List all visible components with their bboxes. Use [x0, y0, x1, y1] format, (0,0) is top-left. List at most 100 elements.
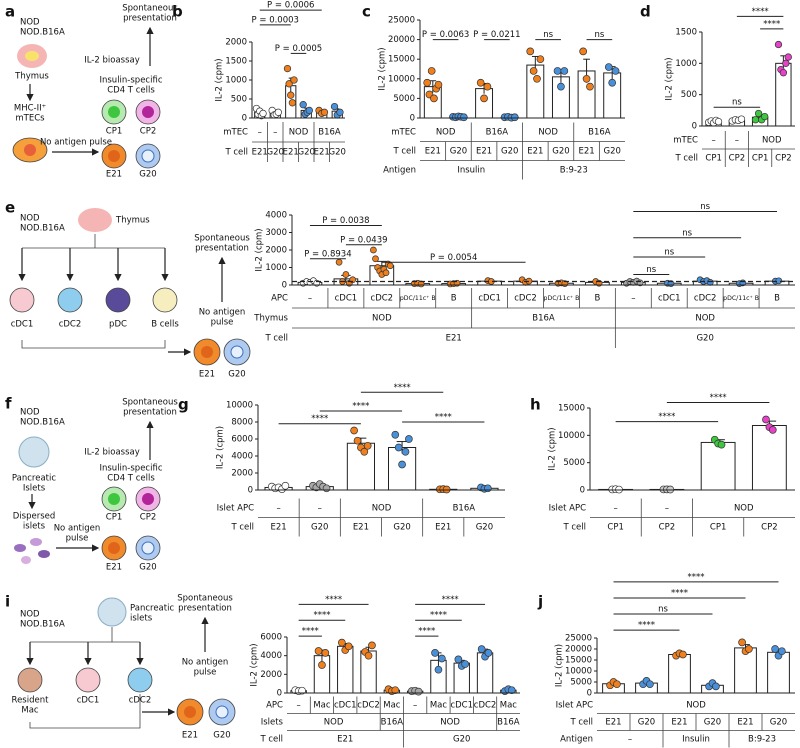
- row-value: B16A: [588, 128, 611, 138]
- row-value: G20: [603, 147, 620, 157]
- y-axis-label: IL-2 (cpm): [378, 47, 388, 90]
- row-label: APC: [266, 701, 283, 711]
- data-point: [779, 69, 788, 77]
- schematic-label: Pancreatic: [130, 604, 174, 614]
- data-point: [394, 443, 403, 452]
- y-tick-label: 2000: [260, 670, 282, 680]
- nucleus: [201, 346, 213, 358]
- comparison-label: P = 0.0038: [322, 216, 369, 226]
- row-value: G20: [393, 523, 410, 533]
- row-value: B:9-23: [560, 166, 588, 176]
- panel-label: c: [362, 3, 371, 21]
- panel-label: h: [530, 396, 541, 414]
- panel-label: e: [5, 199, 15, 217]
- row-value: E21: [435, 523, 451, 533]
- row-value: CP1: [752, 154, 768, 164]
- schematic-label: NOD: [20, 408, 40, 418]
- row-value: NOD: [695, 314, 715, 324]
- y-tick-label: 4000: [260, 651, 282, 661]
- schematic-a: [12, 26, 161, 169]
- row-value: –: [318, 504, 322, 514]
- data-point: [586, 82, 594, 91]
- schematic-label: G20: [139, 170, 156, 180]
- bar: [751, 424, 787, 491]
- schematic-label: pulse: [211, 318, 234, 328]
- y-tick-label: 500: [231, 95, 247, 105]
- data-point: [350, 426, 358, 435]
- row-value: B16A: [453, 504, 476, 514]
- comparison-label: P = 0.0211: [473, 30, 520, 40]
- row-value: E21: [527, 147, 543, 157]
- data-point: [290, 76, 298, 84]
- y-tick-label: 10000: [226, 401, 253, 411]
- data-point: [299, 101, 307, 109]
- panel-label: a: [5, 3, 15, 21]
- row-value: –: [297, 701, 301, 711]
- schematic-label: Insulin-specific: [99, 464, 162, 474]
- cell-b: [152, 287, 178, 313]
- data-point: [754, 109, 763, 118]
- schematic-label: mTECs: [15, 114, 45, 124]
- schematic-label: Spontaneous: [194, 234, 250, 244]
- row-value: B:9-23: [748, 735, 776, 745]
- row-label: T cell: [562, 523, 586, 533]
- schematic-label: NOD: [20, 214, 40, 224]
- data-point: [305, 106, 313, 115]
- data-point: [454, 655, 463, 664]
- panel-label: b: [172, 3, 183, 21]
- row-label: Islet APC: [556, 701, 594, 711]
- data-point: [338, 638, 346, 647]
- y-tick-label: 1500: [675, 28, 697, 38]
- nucleus: [108, 150, 120, 162]
- y-tick-label: 0: [410, 114, 415, 124]
- comparison-label: P = 0.0003: [252, 15, 299, 25]
- row-value: B16A: [532, 314, 555, 324]
- data-point: [298, 686, 306, 695]
- data-point: [318, 661, 326, 669]
- schematic-label: cDC1: [11, 320, 34, 330]
- data-point: [398, 460, 406, 469]
- schematic-label: Resident: [12, 696, 50, 706]
- cell-pdc: [105, 287, 131, 313]
- data-point: [712, 682, 720, 691]
- y-tick-label: 1000: [265, 263, 287, 273]
- y-axis-label: IL-2 (cpm): [548, 427, 558, 470]
- row-value: E21: [314, 148, 330, 158]
- row-label: Antigen: [383, 166, 416, 176]
- y-tick-label: 15000: [565, 656, 592, 666]
- row-value: CP2: [729, 154, 745, 164]
- comparison-label: ****: [325, 595, 342, 605]
- row-value: Mac: [383, 701, 401, 711]
- y-tick-label: 6000: [231, 435, 253, 445]
- row-value: pDC/11c⁺ B: [723, 295, 759, 302]
- data-point: [613, 680, 621, 689]
- row-value: B16A: [486, 128, 509, 138]
- schematic-label: Mac: [21, 706, 39, 716]
- comparison-label: ns: [732, 98, 742, 108]
- comparison-label: ****: [442, 595, 459, 605]
- data-point: [778, 647, 786, 656]
- y-tick-label: 5000: [570, 678, 592, 688]
- y-tick-label: 0: [580, 486, 585, 496]
- schematic-label: Spontaneous: [177, 594, 233, 604]
- data-point: [762, 415, 770, 424]
- comparison-label: P = 0.0063: [422, 30, 469, 40]
- row-value: –: [735, 136, 739, 146]
- row-value: –: [276, 504, 280, 514]
- row-value: B: [774, 294, 780, 304]
- y-tick-label: 2000: [231, 469, 253, 479]
- panel-label: i: [5, 593, 10, 611]
- data-point: [745, 645, 753, 653]
- schematic-label: Insulin-specific: [99, 76, 162, 86]
- dispersed-cell: [30, 538, 42, 546]
- data-point: [717, 440, 726, 449]
- row-value: CP2: [761, 523, 777, 533]
- schematic-label: No antigen: [182, 658, 229, 668]
- row-value: cDC1: [658, 294, 681, 304]
- row-value: E21: [252, 148, 268, 158]
- cell-cdc1: [75, 667, 101, 693]
- row-value: E21: [425, 147, 441, 157]
- row-value: CP1: [710, 523, 726, 533]
- y-tick-label: 25000: [388, 16, 415, 26]
- data-point: [560, 67, 569, 75]
